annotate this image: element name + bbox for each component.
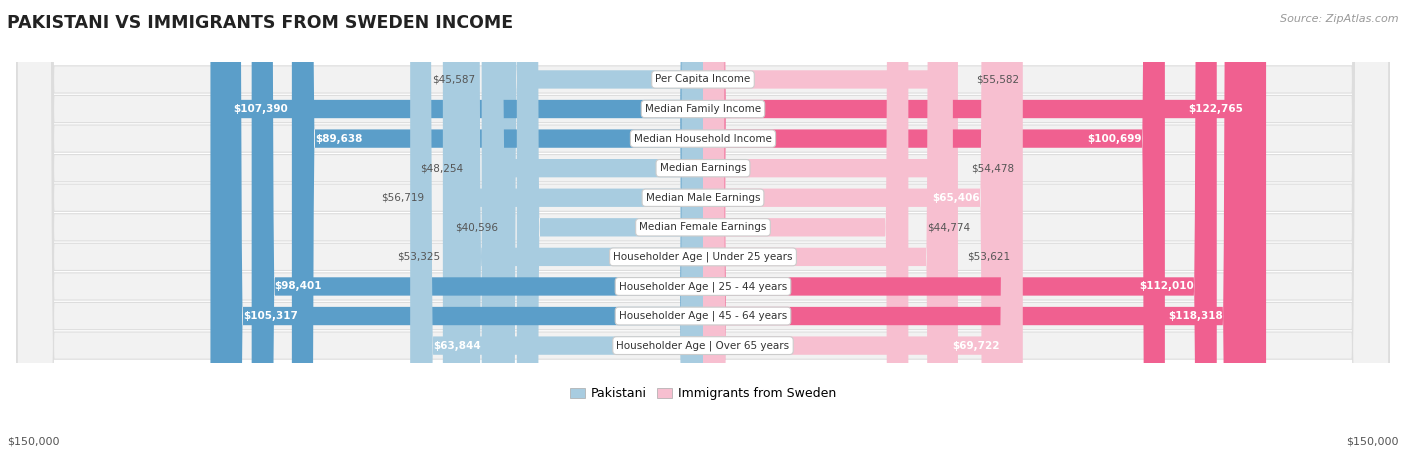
Text: Median Female Earnings: Median Female Earnings bbox=[640, 222, 766, 232]
Text: $112,010: $112,010 bbox=[1139, 282, 1194, 291]
Text: $118,318: $118,318 bbox=[1168, 311, 1223, 321]
FancyBboxPatch shape bbox=[703, 0, 1166, 467]
Text: $63,844: $63,844 bbox=[433, 340, 481, 351]
FancyBboxPatch shape bbox=[17, 0, 1389, 467]
Text: Median Household Income: Median Household Income bbox=[634, 134, 772, 143]
Text: PAKISTANI VS IMMIGRANTS FROM SWEDEN INCOME: PAKISTANI VS IMMIGRANTS FROM SWEDEN INCO… bbox=[7, 14, 513, 32]
FancyBboxPatch shape bbox=[494, 0, 703, 467]
FancyBboxPatch shape bbox=[703, 0, 953, 467]
FancyBboxPatch shape bbox=[703, 0, 1002, 467]
Text: $98,401: $98,401 bbox=[274, 282, 322, 291]
FancyBboxPatch shape bbox=[17, 0, 1389, 467]
FancyBboxPatch shape bbox=[703, 0, 908, 467]
Text: $69,722: $69,722 bbox=[952, 340, 1000, 351]
Text: $122,765: $122,765 bbox=[1188, 104, 1243, 114]
Text: Householder Age | 25 - 44 years: Householder Age | 25 - 44 years bbox=[619, 281, 787, 292]
FancyBboxPatch shape bbox=[17, 0, 1389, 467]
FancyBboxPatch shape bbox=[703, 0, 1265, 467]
FancyBboxPatch shape bbox=[17, 0, 1389, 467]
FancyBboxPatch shape bbox=[517, 0, 703, 467]
Text: $54,478: $54,478 bbox=[972, 163, 1014, 173]
FancyBboxPatch shape bbox=[482, 0, 703, 467]
FancyBboxPatch shape bbox=[703, 0, 957, 467]
Text: $150,000: $150,000 bbox=[1347, 436, 1399, 446]
Text: $53,325: $53,325 bbox=[396, 252, 440, 262]
FancyBboxPatch shape bbox=[252, 0, 703, 467]
Text: $44,774: $44,774 bbox=[927, 222, 970, 232]
Text: Householder Age | Over 65 years: Householder Age | Over 65 years bbox=[616, 340, 790, 351]
FancyBboxPatch shape bbox=[17, 0, 1389, 467]
Text: Median Earnings: Median Earnings bbox=[659, 163, 747, 173]
Text: $53,621: $53,621 bbox=[967, 252, 1011, 262]
Text: Householder Age | Under 25 years: Householder Age | Under 25 years bbox=[613, 252, 793, 262]
FancyBboxPatch shape bbox=[703, 0, 949, 467]
Text: $48,254: $48,254 bbox=[420, 163, 464, 173]
Text: Median Family Income: Median Family Income bbox=[645, 104, 761, 114]
Text: Householder Age | 45 - 64 years: Householder Age | 45 - 64 years bbox=[619, 311, 787, 321]
Text: $89,638: $89,638 bbox=[315, 134, 363, 143]
FancyBboxPatch shape bbox=[458, 0, 703, 467]
Text: $107,390: $107,390 bbox=[233, 104, 288, 114]
Text: Median Male Earnings: Median Male Earnings bbox=[645, 193, 761, 203]
FancyBboxPatch shape bbox=[703, 0, 1022, 467]
Text: $45,587: $45,587 bbox=[433, 74, 475, 85]
Legend: Pakistani, Immigrants from Sweden: Pakistani, Immigrants from Sweden bbox=[565, 382, 841, 405]
FancyBboxPatch shape bbox=[703, 0, 1246, 467]
FancyBboxPatch shape bbox=[17, 0, 1389, 467]
Text: $55,582: $55,582 bbox=[976, 74, 1019, 85]
FancyBboxPatch shape bbox=[703, 0, 1216, 467]
Text: $100,699: $100,699 bbox=[1087, 134, 1142, 143]
Text: $65,406: $65,406 bbox=[932, 193, 980, 203]
Text: $56,719: $56,719 bbox=[381, 193, 425, 203]
FancyBboxPatch shape bbox=[17, 0, 1389, 467]
FancyBboxPatch shape bbox=[17, 0, 1389, 467]
Text: $105,317: $105,317 bbox=[243, 311, 298, 321]
FancyBboxPatch shape bbox=[443, 0, 703, 467]
FancyBboxPatch shape bbox=[17, 0, 1389, 467]
FancyBboxPatch shape bbox=[292, 0, 703, 467]
Text: $40,596: $40,596 bbox=[456, 222, 499, 232]
FancyBboxPatch shape bbox=[219, 0, 703, 467]
Text: Per Capita Income: Per Capita Income bbox=[655, 74, 751, 85]
Text: $150,000: $150,000 bbox=[7, 436, 59, 446]
Text: Source: ZipAtlas.com: Source: ZipAtlas.com bbox=[1281, 14, 1399, 24]
FancyBboxPatch shape bbox=[211, 0, 703, 467]
FancyBboxPatch shape bbox=[411, 0, 703, 467]
FancyBboxPatch shape bbox=[17, 0, 1389, 467]
